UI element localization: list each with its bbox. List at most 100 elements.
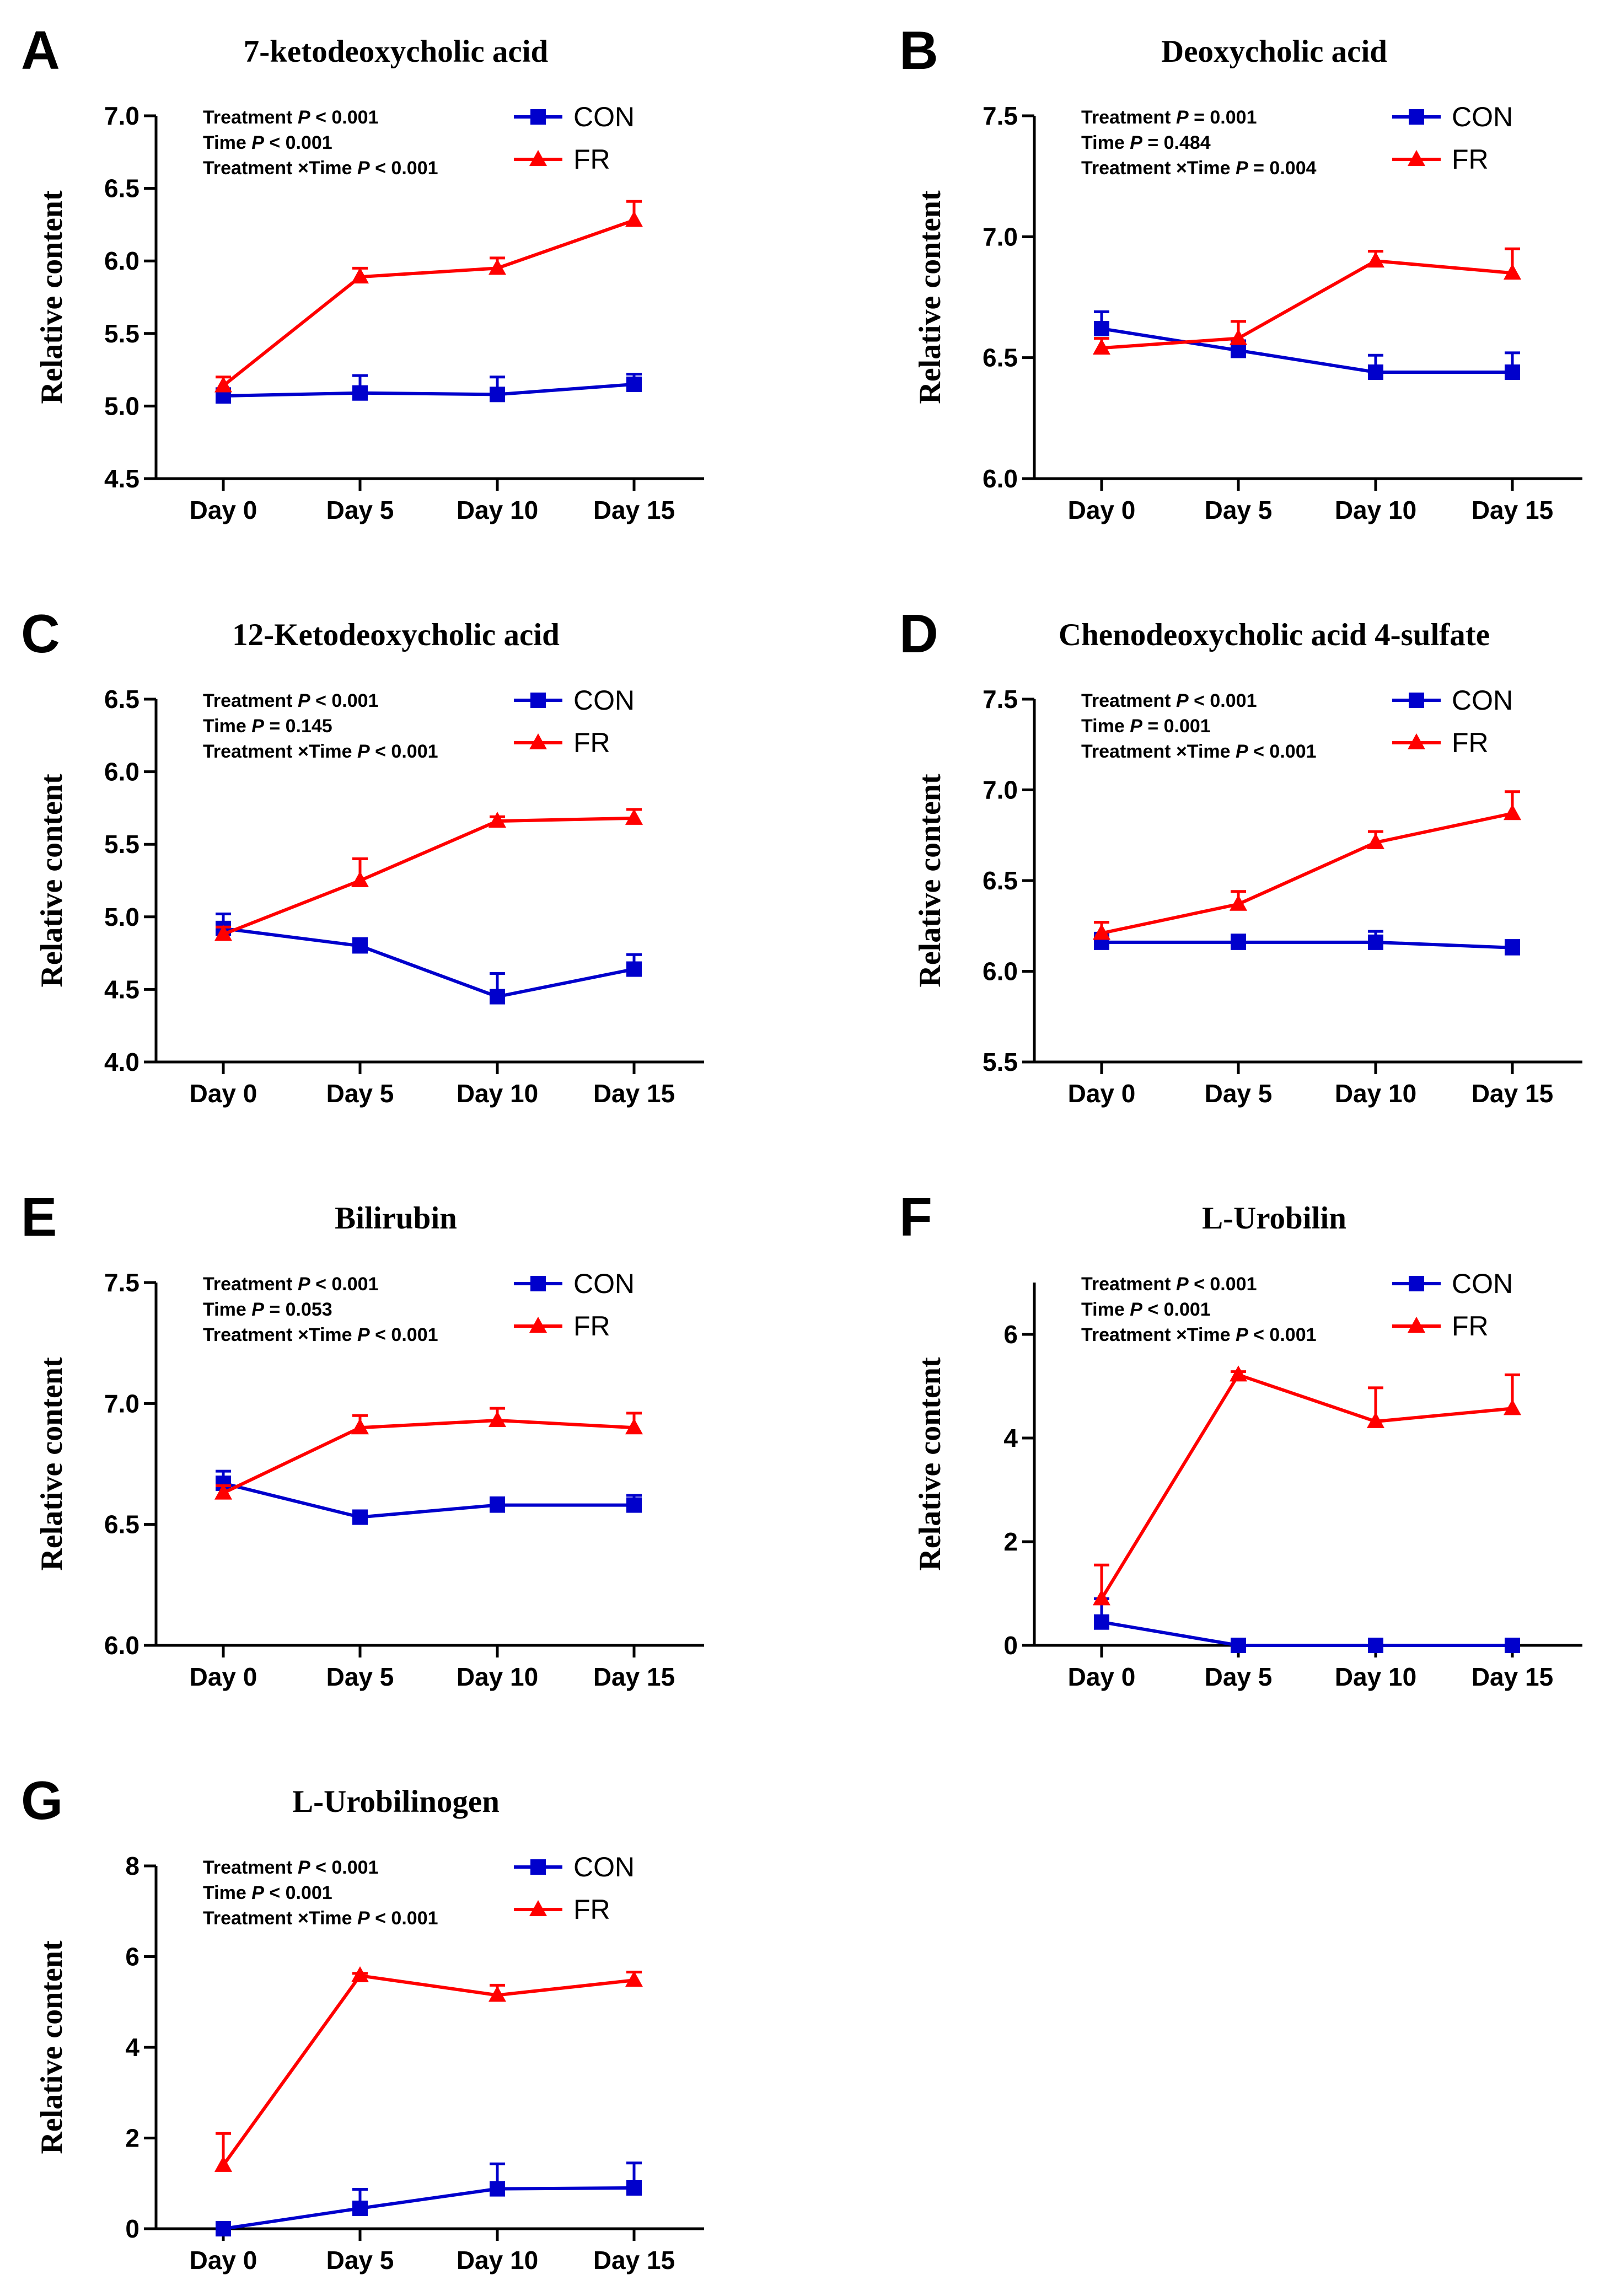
y-tick-label: 6 <box>1003 1320 1018 1349</box>
y-axis-label: Relative content <box>913 1357 947 1571</box>
x-tick-label: Day 0 <box>1068 1079 1136 1108</box>
y-tick-label: 2 <box>1003 1527 1018 1556</box>
x-tick-label: Day 15 <box>593 2246 675 2274</box>
data-point-fr <box>625 808 643 825</box>
panel-letter: D <box>899 603 938 664</box>
panel-letter: F <box>899 1187 932 1247</box>
panel-letter: A <box>21 20 60 81</box>
legend: CON FR <box>1392 685 1513 758</box>
data-point-fr <box>625 1971 643 1987</box>
data-point-con <box>1368 1638 1383 1653</box>
series-line-fr <box>222 1419 635 1495</box>
x-tick-label: Day 5 <box>1205 496 1273 524</box>
legend-marker-con <box>530 109 546 125</box>
x-tick-label: Day 5 <box>1205 1662 1273 1691</box>
legend-marker-fr <box>1408 1317 1425 1333</box>
legend-label-fr: FR <box>1452 1311 1489 1342</box>
series-line-fr <box>1100 1372 1513 1600</box>
legend: CON FR <box>514 1852 635 1925</box>
y-tick-label: 4 <box>1003 1424 1018 1452</box>
series-line-con <box>223 2186 635 2230</box>
data-point-fr <box>489 259 506 275</box>
stat-interaction: Treatment ×Time P < 0.001 <box>203 741 438 762</box>
stat-treatment: Treatment P < 0.001 <box>203 690 378 711</box>
chart-panel-f: F L-Urobilin Relative content 0 2 4 6 Day 0 Day … <box>899 1187 1582 1691</box>
series-line-con <box>223 382 635 398</box>
data-point-con <box>1368 364 1383 380</box>
data-point-con <box>1231 1638 1246 1653</box>
series-con <box>1094 930 1520 956</box>
y-tick-label: 6.5 <box>983 866 1018 895</box>
legend-marker-con <box>530 1859 546 1875</box>
y-tick-label: 6.5 <box>983 344 1018 372</box>
legend-label-fr: FR <box>1452 727 1489 758</box>
data-point-fr <box>1504 264 1521 280</box>
series-line-fr <box>222 816 635 936</box>
stat-interaction: Treatment ×Time P = 0.004 <box>1081 158 1317 179</box>
data-point-fr <box>1367 251 1384 268</box>
x-tick-label: Day 5 <box>326 2246 394 2274</box>
legend-marker-con <box>1409 109 1424 125</box>
legend-label-con: CON <box>573 1852 635 1882</box>
data-point-fr <box>1230 1365 1247 1382</box>
y-tick-label: 6.0 <box>104 246 139 275</box>
series-fr <box>214 1407 643 1500</box>
data-point-con <box>1505 1638 1520 1653</box>
stat-time: Time P < 0.001 <box>203 1882 332 1903</box>
data-point-con <box>1231 342 1246 358</box>
data-point-con <box>1505 940 1520 956</box>
series-line-con <box>1101 1620 1512 1647</box>
data-point-con <box>1094 1614 1109 1630</box>
y-tick-label: 5.5 <box>104 319 139 348</box>
y-tick-label: 4.0 <box>104 1048 139 1076</box>
legend-marker-con <box>530 693 546 708</box>
x-tick-label: Day 15 <box>593 496 675 524</box>
stat-time: Time P < 0.001 <box>203 132 332 153</box>
x-tick-label: Day 10 <box>457 1662 538 1691</box>
legend-label-con: CON <box>573 101 635 132</box>
series-fr <box>214 200 643 393</box>
stat-interaction: Treatment ×Time P < 0.001 <box>203 158 438 179</box>
series-line-fr <box>1101 259 1513 350</box>
legend-label-fr: FR <box>1452 144 1489 175</box>
series-line-fr <box>222 218 635 387</box>
y-axis-label: Relative content <box>35 1357 69 1571</box>
data-point-fr <box>625 1418 643 1435</box>
legend-label-con: CON <box>1452 1268 1513 1299</box>
data-point-fr <box>214 376 232 393</box>
stat-treatment: Treatment P < 0.001 <box>203 1274 378 1295</box>
data-point-fr <box>1504 804 1521 820</box>
y-tick-label: 2 <box>125 2124 139 2153</box>
x-tick-label: Day 10 <box>457 2246 538 2274</box>
x-tick-label: Day 0 <box>1068 496 1136 524</box>
x-tick-label: Day 0 <box>190 496 257 524</box>
data-point-fr <box>1093 339 1110 355</box>
x-tick-label: Day 5 <box>1205 1079 1273 1108</box>
x-tick-label: Day 0 <box>1068 1662 1136 1691</box>
y-tick-label: 0 <box>1003 1631 1018 1660</box>
x-tick-label: Day 5 <box>326 1662 394 1691</box>
x-tick-label: Day 10 <box>1335 1079 1416 1108</box>
data-point-fr <box>1230 329 1247 345</box>
y-tick-label: 6.0 <box>104 1631 139 1660</box>
data-point-con <box>1231 934 1246 950</box>
stat-time: Time P = 0.484 <box>1081 132 1211 153</box>
series-con <box>216 372 642 404</box>
stat-time: Time P = 0.145 <box>203 716 332 737</box>
x-tick-label: Day 10 <box>457 1079 538 1108</box>
data-point-con <box>352 938 368 954</box>
y-tick-label: 5.5 <box>104 830 139 859</box>
stat-treatment: Treatment P < 0.001 <box>1081 690 1257 711</box>
legend-label-fr: FR <box>573 727 610 758</box>
y-tick-label: 7.0 <box>983 776 1018 804</box>
legend-marker-fr <box>529 1317 547 1333</box>
legend: CON FR <box>514 1268 635 1342</box>
y-axis-label: Relative content <box>35 774 69 988</box>
series-fr <box>214 1966 643 2172</box>
legend-label-con: CON <box>573 1268 635 1299</box>
series-line-con <box>223 926 635 999</box>
legend-label-con: CON <box>1452 101 1513 132</box>
stat-interaction: Treatment ×Time P < 0.001 <box>1081 1324 1317 1345</box>
y-tick-label: 7.0 <box>104 101 139 130</box>
